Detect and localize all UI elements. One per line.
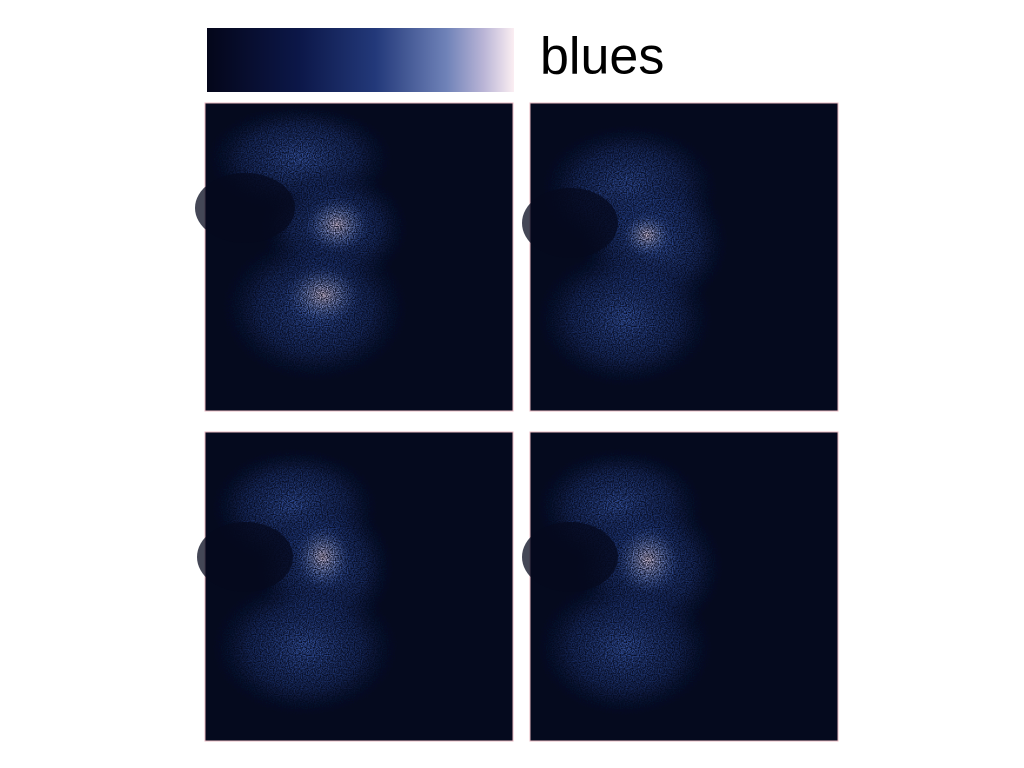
density-panel — [522, 102, 839, 412]
notch — [522, 522, 618, 592]
density-blob — [210, 447, 400, 717]
notch — [522, 188, 618, 258]
notch — [195, 173, 295, 243]
colormap-label: blues — [540, 28, 664, 86]
colorbar — [207, 28, 514, 92]
blob — [535, 248, 715, 388]
hotspot — [622, 213, 672, 257]
hotspot — [305, 197, 369, 253]
blob — [535, 577, 715, 717]
density-panel — [195, 102, 514, 412]
notch — [197, 522, 293, 592]
blob — [210, 577, 400, 717]
hotspot — [295, 525, 351, 589]
hotspot — [285, 265, 361, 325]
density-panel — [522, 431, 839, 742]
hotspot — [616, 526, 680, 594]
density-panel — [197, 431, 514, 742]
